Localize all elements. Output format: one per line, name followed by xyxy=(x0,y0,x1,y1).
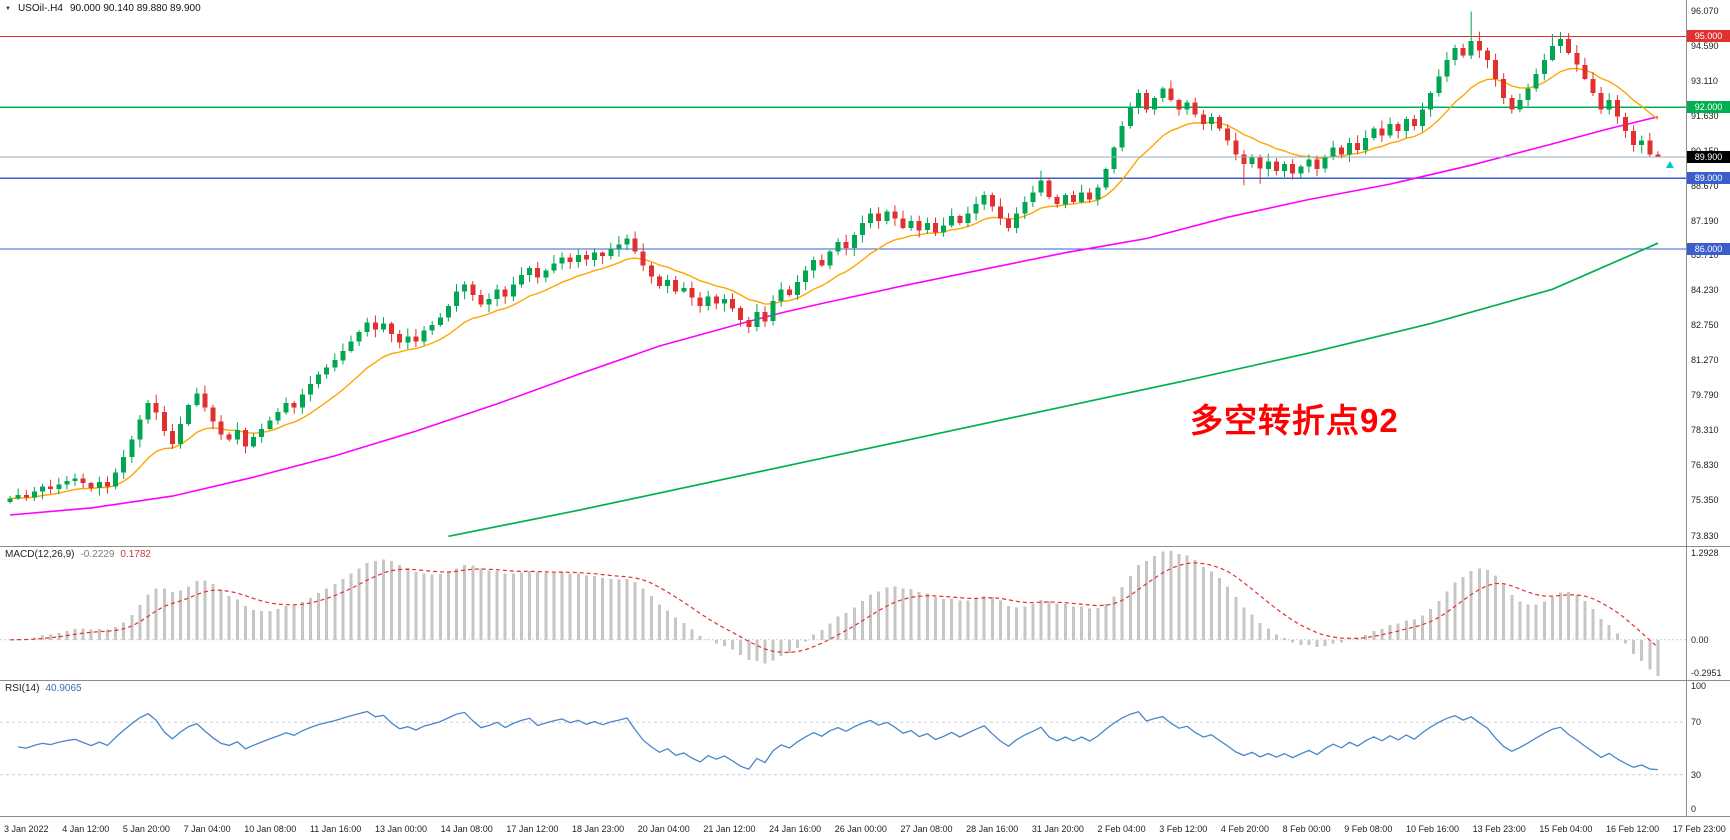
macd-scale-zero: 0.00 xyxy=(1691,634,1709,645)
main-chart-panel: ▼ USOil-.H4 90.000 90.140 89.880 89.900 … xyxy=(0,0,1730,547)
price-tick: 88.670 xyxy=(1691,180,1719,191)
main-price-scale[interactable]: 96.070 94.590 93.110 91.630 90.150 88.670 87.1… xyxy=(1686,0,1730,546)
macd-label: MACD(12,26,9) -0.2229 0.1782 xyxy=(5,549,151,560)
time-label: 9 Feb 08:00 xyxy=(1344,823,1393,834)
time-label: 11 Jan 16:00 xyxy=(309,823,362,834)
time-label: 4 Feb 20:00 xyxy=(1220,823,1269,834)
hline-price-label: 95.000 xyxy=(1687,30,1730,43)
price-tick: 93.110 xyxy=(1691,75,1718,86)
time-axis[interactable]: 3 Jan 2022 4 Jan 12:00 5 Jan 20:00 7 Jan 04… xyxy=(0,817,1730,840)
time-label: 13 Jan 00:00 xyxy=(374,823,428,834)
time-label: 13 Feb 23:00 xyxy=(1472,823,1526,834)
time-label: 24 Jan 16:00 xyxy=(769,823,822,834)
time-label: 16 Feb 12:00 xyxy=(1606,823,1660,834)
main-chart-plot[interactable]: ▼ USOil-.H4 90.000 90.140 89.880 89.900 … xyxy=(0,0,1686,546)
time-label: 15 Feb 04:00 xyxy=(1539,823,1593,834)
rsi-label: RSI(14) 40.9065 xyxy=(5,683,82,694)
rsi-line xyxy=(18,710,1658,771)
macd-scale-max: 1.2928 xyxy=(1691,548,1719,558)
rsi-scale-label: 30 xyxy=(1691,769,1702,780)
price-tick: 94.590 xyxy=(1691,40,1719,51)
rsi-scale-label: 0 xyxy=(1691,804,1697,814)
symbol-info: ▼ USOil-.H4 90.000 90.140 89.880 89.900 xyxy=(5,3,201,14)
macd-scale-min: -0.2951 xyxy=(1691,668,1722,678)
time-label: 27 Jan 08:00 xyxy=(900,823,953,834)
price-tick: 90.150 xyxy=(1691,146,1719,156)
annotation-text: 多空转折点92 xyxy=(1190,402,1399,439)
price-tick: 85.710 xyxy=(1691,250,1719,261)
price-tick: 79.790 xyxy=(1691,390,1719,401)
time-label: 3 Jan 2022 xyxy=(4,823,49,834)
price-tick: 96.070 xyxy=(1691,5,1719,16)
time-label: 31 Jan 20:00 xyxy=(1031,823,1084,834)
macd-main-value: -0.2229 xyxy=(80,549,115,560)
price-tick: 76.830 xyxy=(1691,460,1719,471)
hline-price-label: 92.000 xyxy=(1687,101,1730,114)
medium-ma-line xyxy=(10,116,1659,516)
rsi-value: 40.9065 xyxy=(45,683,82,694)
price-tick: 81.270 xyxy=(1691,355,1719,366)
macd-plot[interactable]: MACD(12,26,9) -0.2229 0.1782 xyxy=(0,547,1686,680)
rsi-panel: RSI(14) 40.9065 100 70 30 0 xyxy=(0,681,1730,817)
price-tick: 91.630 xyxy=(1691,110,1719,121)
fast-ma-line xyxy=(10,67,1659,500)
macd-panel: MACD(12,26,9) -0.2229 0.1782 1.2928 0.00 -… xyxy=(0,547,1730,681)
time-label: 17 Jan 12:00 xyxy=(506,823,559,834)
time-label: 21 Jan 12:00 xyxy=(703,823,756,834)
time-label: 2 Feb 04:00 xyxy=(1097,823,1146,834)
time-label: 26 Jan 00:00 xyxy=(834,823,887,834)
time-label: 10 Feb 16:00 xyxy=(1405,823,1460,834)
time-label: 17 Feb 23:00 xyxy=(1672,823,1726,834)
time-label: 14 Jan 08:00 xyxy=(440,823,493,834)
rsi-name: RSI(14) xyxy=(5,683,40,694)
time-label: 28 Jan 16:00 xyxy=(966,823,1019,834)
macd-scale[interactable]: 1.2928 0.00 -0.2951 xyxy=(1686,547,1730,680)
price-tick: 73.830 xyxy=(1691,531,1719,542)
macd-name: MACD(12,26,9) xyxy=(5,549,75,560)
price-tick: 82.750 xyxy=(1691,320,1719,331)
rsi-plot[interactable]: RSI(14) 40.9065 xyxy=(0,681,1686,816)
slow-ma-line xyxy=(448,242,1659,538)
time-label: 4 Jan 12:00 xyxy=(62,823,110,834)
candles xyxy=(7,11,1661,504)
price-tick: 87.190 xyxy=(1691,215,1719,226)
macd-chart xyxy=(0,551,1686,676)
time-label: 10 Jan 08:00 xyxy=(244,823,297,834)
rsi-scale-label: 70 xyxy=(1691,717,1702,728)
macd-signal-line xyxy=(10,562,1659,654)
hline-price-label: 89.000 xyxy=(1687,172,1730,185)
time-label: 3 Feb 12:00 xyxy=(1159,823,1208,834)
time-label: 7 Jan 04:00 xyxy=(183,823,231,834)
price-tick: 78.310 xyxy=(1691,425,1719,436)
time-label: 5 Jan 20:00 xyxy=(122,823,170,834)
hline-price-label: 86.000 xyxy=(1687,243,1730,256)
price-tick: 84.230 xyxy=(1691,285,1719,296)
rsi-scale-label: 100 xyxy=(1691,681,1707,691)
last-price-arrow xyxy=(1665,160,1674,168)
price-tick: 75.350 xyxy=(1691,495,1719,506)
current-price-label: 89.900 xyxy=(1687,150,1730,163)
symbol-label: USOil-.H4 xyxy=(17,3,63,14)
candlestick-chart xyxy=(0,11,1686,538)
chart-expand-icon[interactable]: ▼ xyxy=(5,5,11,12)
time-label: 20 Jan 04:00 xyxy=(637,823,690,834)
time-label: 8 Feb 00:00 xyxy=(1282,823,1331,834)
macd-signal-value: 0.1782 xyxy=(120,549,151,560)
macd-histogram xyxy=(16,551,1660,676)
ohlc-values: 90.000 90.140 89.880 89.900 xyxy=(69,3,201,14)
rsi-chart xyxy=(0,710,1686,776)
time-label: 18 Jan 23:00 xyxy=(572,823,625,834)
rsi-scale[interactable]: 100 70 30 0 xyxy=(1686,681,1730,816)
